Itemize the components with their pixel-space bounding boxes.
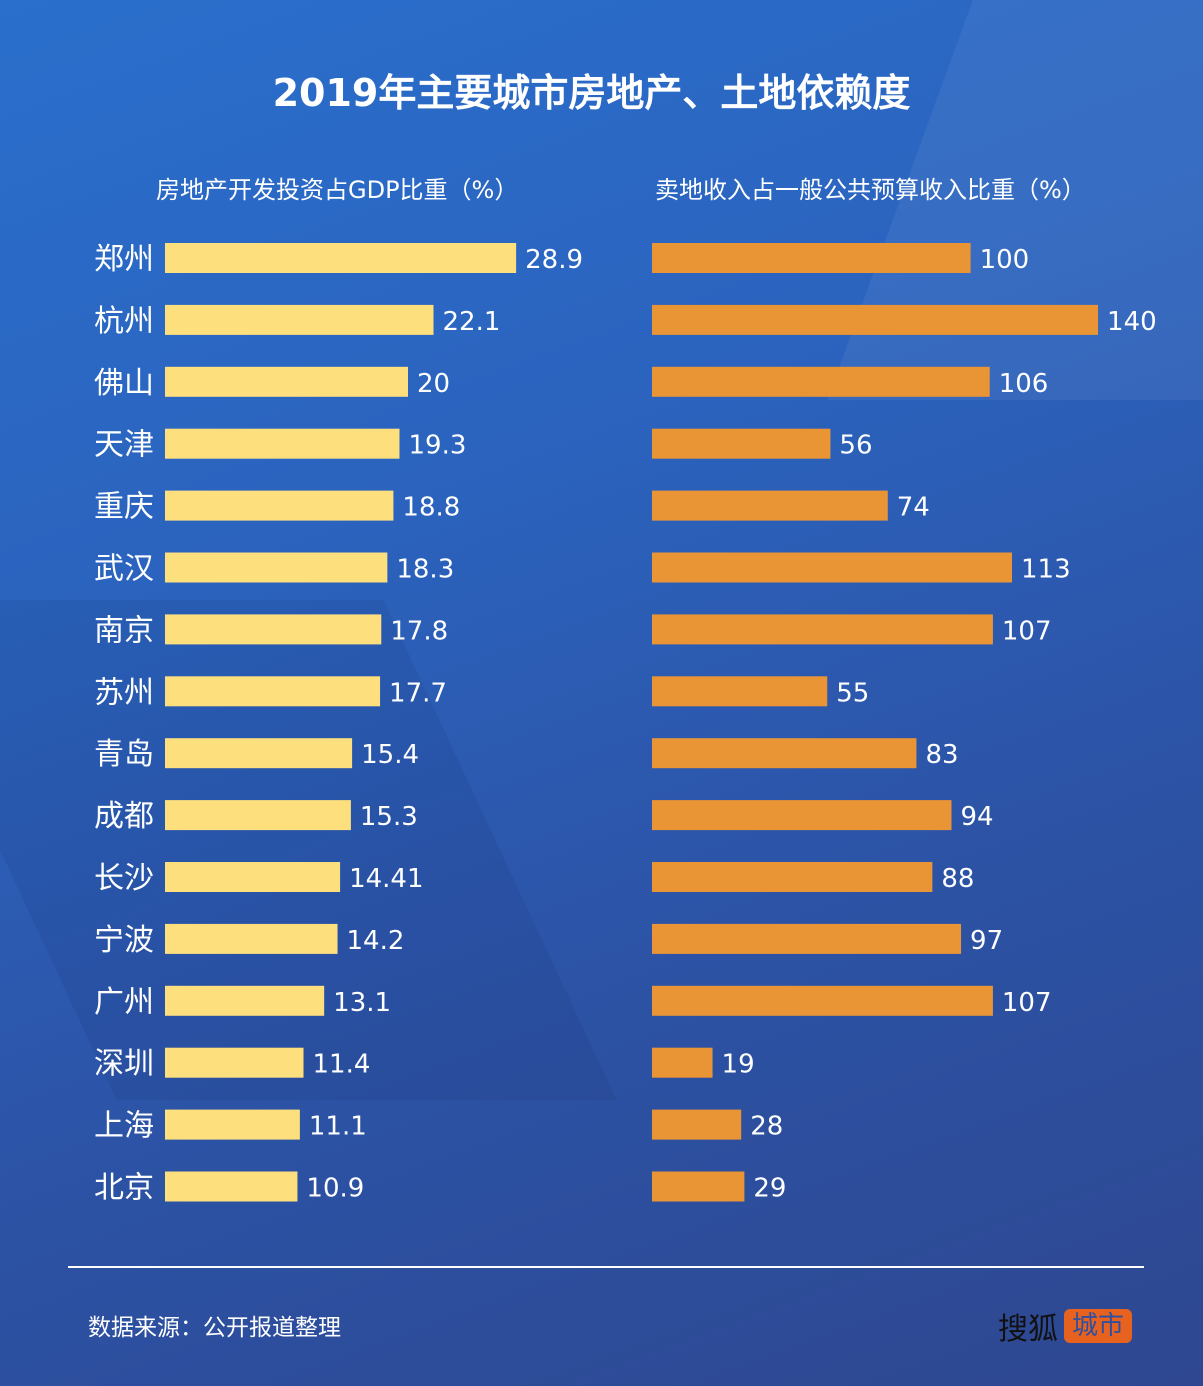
left-value-label: 18.3 [396, 555, 454, 585]
category-label: 武汉 [94, 552, 154, 587]
right-chart-title: 卖地收入占一般公共预算收入比重（%） [655, 176, 1086, 204]
logo-brand: 搜狐 [998, 1312, 1058, 1347]
left-bar [165, 1047, 304, 1078]
left-value-label: 11.4 [313, 1050, 371, 1080]
left-value-label: 17.8 [390, 616, 448, 646]
category-label: 成都 [94, 799, 154, 834]
category-label: 宁波 [94, 923, 154, 958]
right-value-label: 113 [1021, 555, 1071, 585]
sohu-city-logo: 搜狐 城市 [998, 1304, 1133, 1348]
divider [68, 1266, 1144, 1268]
left-value-label: 14.41 [349, 864, 423, 894]
right-value-label: 94 [960, 802, 993, 832]
left-bar [165, 985, 325, 1016]
left-bar [165, 923, 338, 954]
right-bar [652, 800, 952, 831]
right-value-label: 74 [897, 493, 930, 523]
left-value-label: 19.3 [408, 431, 466, 461]
category-label: 佛山 [94, 366, 154, 401]
left-value-label: 13.1 [333, 988, 391, 1018]
left-bar [165, 614, 382, 645]
left-value-label: 22.1 [443, 307, 501, 337]
left-value-label: 10.9 [306, 1174, 364, 1204]
right-bar [652, 428, 831, 459]
left-bar [165, 243, 517, 273]
right-bar [652, 923, 962, 954]
category-label: 北京 [94, 1171, 154, 1206]
right-bar [652, 243, 971, 273]
left-bar [165, 552, 388, 583]
left-bar [165, 1109, 300, 1140]
right-bar [652, 552, 1013, 583]
category-label: 青岛 [94, 737, 154, 772]
right-bar [652, 1047, 713, 1078]
right-bar [652, 1109, 742, 1140]
left-bar [165, 800, 351, 831]
right-value-label: 107 [1002, 616, 1052, 646]
right-bar [652, 1171, 745, 1202]
left-value-label: 28.9 [525, 245, 583, 275]
right-value-label: 100 [980, 245, 1030, 275]
right-bar [652, 366, 990, 397]
category-label: 上海 [94, 1109, 154, 1144]
left-bar [165, 490, 394, 521]
right-value-label: 106 [999, 369, 1049, 399]
category-label: 广州 [94, 985, 154, 1020]
right-value-label: 29 [753, 1174, 786, 1204]
right-bar [652, 985, 993, 1016]
left-bar [165, 366, 408, 397]
right-value-label: 56 [839, 431, 872, 461]
left-bar [165, 1171, 298, 1202]
right-value-label: 88 [941, 864, 974, 894]
right-bar [652, 738, 917, 769]
right-value-label: 140 [1107, 307, 1157, 337]
left-bar [165, 428, 400, 459]
chart-title: 2019年主要城市房地产、土地依赖度 [272, 71, 911, 115]
category-label: 苏州 [94, 675, 154, 710]
right-value-label: 28 [750, 1112, 783, 1142]
left-bar [165, 304, 434, 335]
left-value-label: 20 [417, 369, 450, 399]
left-bar [165, 676, 381, 707]
right-value-label: 19 [722, 1050, 755, 1080]
left-value-label: 14.2 [347, 926, 405, 956]
right-value-label: 83 [925, 740, 958, 770]
right-bar [652, 304, 1099, 335]
category-label: 深圳 [94, 1047, 154, 1082]
right-bar [652, 676, 828, 707]
left-value-label: 18.8 [402, 493, 460, 523]
left-value-label: 15.4 [361, 740, 419, 770]
left-value-label: 15.3 [360, 802, 418, 832]
right-value-label: 97 [970, 926, 1003, 956]
category-label: 杭州 [94, 304, 154, 339]
right-value-label: 107 [1002, 988, 1052, 1018]
right-value-label: 55 [836, 678, 869, 708]
right-bar [652, 862, 933, 892]
left-value-label: 17.7 [389, 678, 447, 708]
left-bar [165, 738, 353, 769]
right-bar [652, 490, 888, 521]
left-bar [165, 862, 341, 892]
category-label: 天津 [94, 428, 154, 463]
category-label: 重庆 [94, 490, 154, 525]
right-bar [652, 614, 993, 645]
category-label: 南京 [94, 613, 154, 648]
source-note: 数据来源：公开报道整理 [88, 1315, 341, 1341]
logo-tag: 城市 [1064, 1309, 1133, 1343]
left-chart-title: 房地产开发投资占GDP比重（%） [156, 176, 519, 204]
left-value-label: 11.1 [309, 1112, 367, 1142]
category-label: 郑州 [94, 242, 154, 277]
category-label: 长沙 [94, 861, 154, 896]
